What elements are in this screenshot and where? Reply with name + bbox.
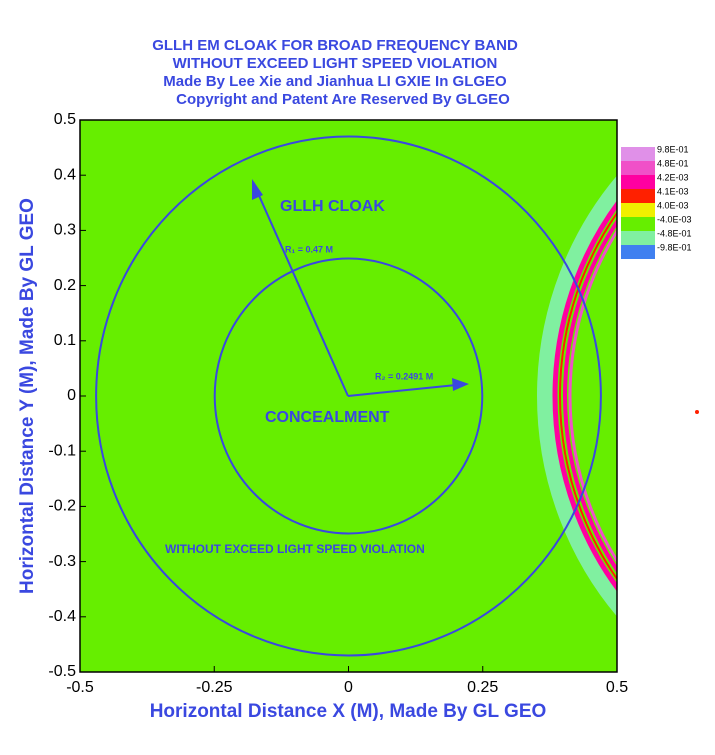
- legend-label: 4.2E-03: [657, 172, 689, 182]
- legend-label: 9.8E-01: [657, 144, 689, 154]
- chart-title: GLLH EM CLOAK FOR BROAD FREQUENCY BAND: [152, 37, 518, 54]
- legend-label: -4.8E-01: [657, 228, 692, 238]
- y-tick-label: 0.1: [54, 332, 76, 349]
- annotation: WITHOUT EXCEED LIGHT SPEED VIOLATION: [165, 542, 425, 556]
- legend-label: 4.0E-03: [657, 200, 689, 210]
- legend-label: -4.0E-03: [657, 214, 692, 224]
- y-tick-label: 0.3: [54, 222, 76, 239]
- y-tick-label: 0.4: [54, 166, 76, 183]
- legend-swatch: [621, 147, 655, 161]
- y-tick-label: -0.2: [48, 498, 76, 515]
- y-axis-label: Horizontal Distance Y (M), Made By GL GE…: [17, 198, 38, 594]
- wave-front: [537, 175, 617, 617]
- chart-title: WITHOUT EXCEED LIGHT SPEED VIOLATION: [173, 55, 498, 72]
- circle-label: R₂ = 0.2491 M: [375, 371, 433, 381]
- x-tick-label: -0.5: [66, 679, 94, 696]
- radius-arrows: [252, 179, 469, 397]
- y-tick-label: 0.5: [54, 111, 76, 128]
- y-tick-label: 0.2: [54, 277, 76, 294]
- x-axis-label: Horizontal Distance X (M), Made By GL GE…: [150, 701, 547, 722]
- legend-label: 4.8E-01: [657, 158, 689, 168]
- legend-swatch: [621, 161, 655, 175]
- x-tick-label: 0.25: [467, 679, 498, 696]
- legend-label: -9.8E-01: [657, 242, 692, 252]
- chart-title: Made By Lee Xie and Jianhua LI GXIE In G…: [163, 73, 507, 90]
- y-tick-label: -0.1: [48, 442, 76, 459]
- x-tick-label: 0.5: [606, 679, 628, 696]
- y-tick-label: -0.3: [48, 553, 76, 570]
- legend-swatch: [621, 175, 655, 189]
- circle-label: R₁ = 0.47 M: [285, 244, 333, 254]
- circle: [213, 257, 484, 535]
- legend-swatch: [621, 245, 655, 259]
- x-tick-label: -0.25: [196, 679, 233, 696]
- circle: [95, 135, 602, 657]
- y-tick-label: 0: [67, 387, 76, 404]
- y-tick-label: -0.4: [48, 608, 76, 625]
- legend-swatch: [621, 231, 655, 245]
- annotation: GLLH CLOAK: [280, 198, 385, 215]
- legend-swatch: [621, 189, 655, 203]
- x-tick-label: 0: [344, 679, 353, 696]
- y-tick-label: -0.5: [48, 663, 76, 680]
- legend-swatch: [621, 203, 655, 217]
- legend-label: 4.1E-03: [657, 186, 689, 196]
- legend-swatch: [621, 217, 655, 231]
- chart-title: Copyright and Patent Are Reserved By GLG…: [176, 91, 510, 108]
- annotation: CONCEALMENT: [265, 409, 390, 426]
- marker: [695, 410, 699, 414]
